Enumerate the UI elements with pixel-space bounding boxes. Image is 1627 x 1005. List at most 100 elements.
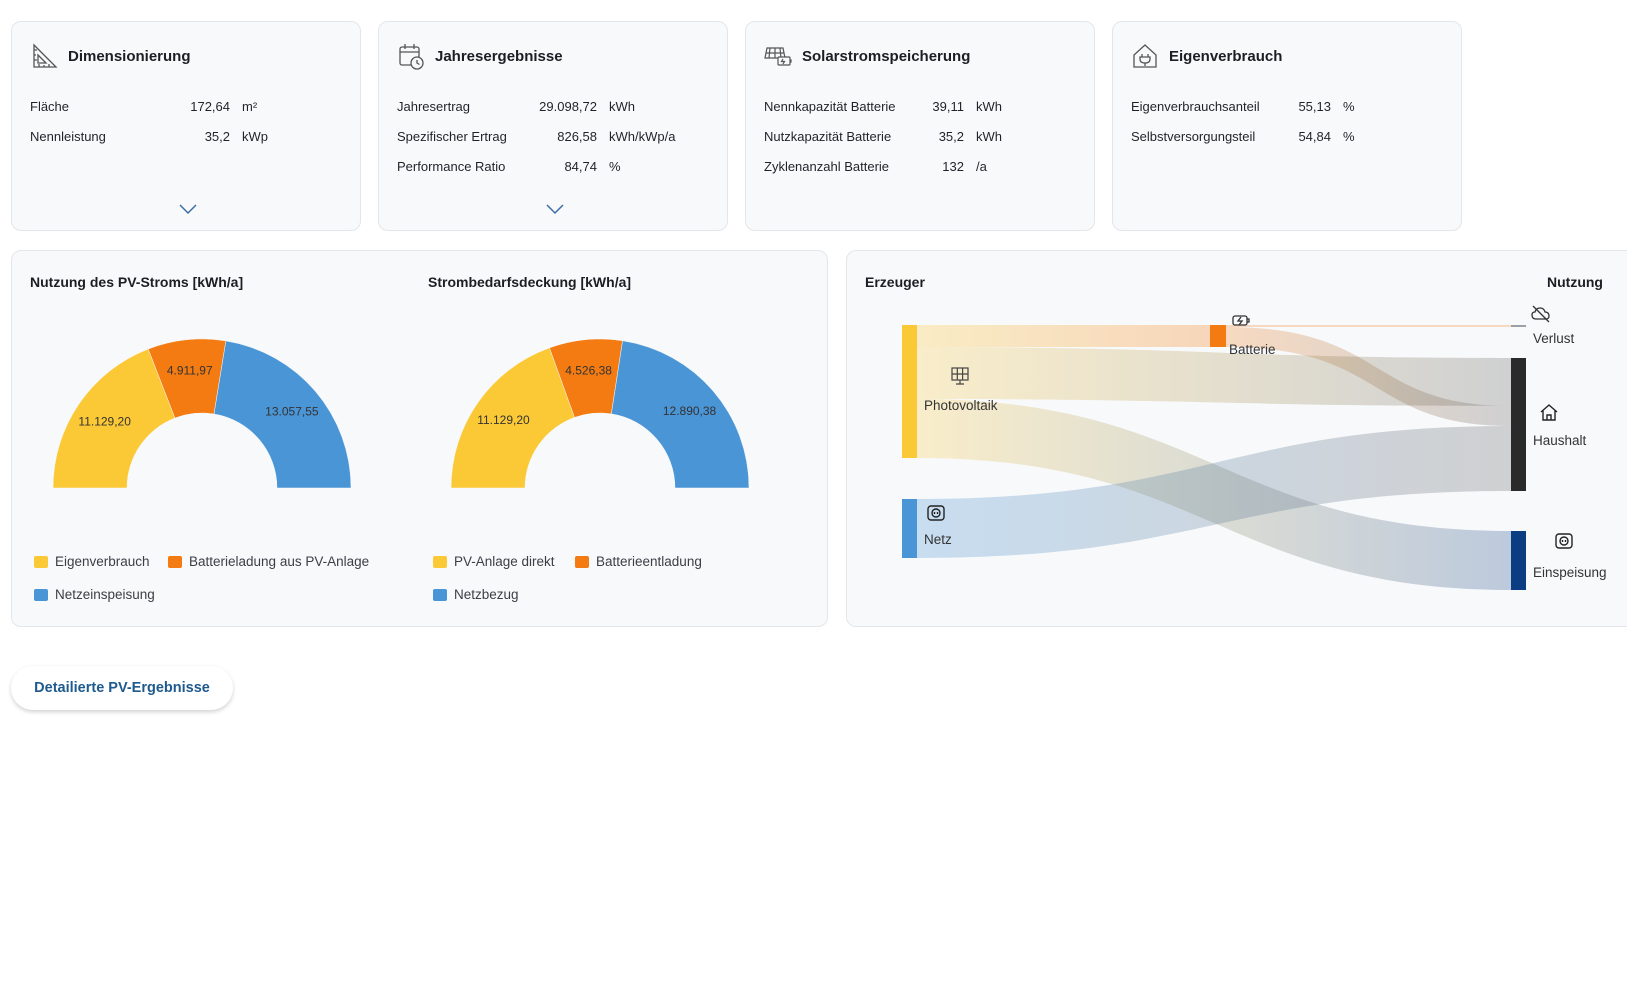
card-title: Eigenverbrauch — [1169, 47, 1283, 65]
demand-coverage-slice-label-3: 12.890,38 — [663, 404, 717, 418]
node-bar-verlust — [1511, 325, 1526, 327]
detailed-results-button[interactable]: Detailierte PV-Ergebnisse — [11, 666, 233, 710]
pv-usage-slice-label-1: 11.129,20 — [78, 414, 131, 428]
solar-battery-icon — [764, 47, 792, 66]
card-solarstromspeicherung: Solarstromspeicherung Nennkapazität Batt… — [745, 21, 1095, 231]
node-label-verlust: Verlust — [1533, 331, 1575, 346]
kpi-value: 826,58 — [557, 129, 597, 144]
kpi-label: Nennkapazität Batterie — [764, 99, 896, 114]
kpi-label: Nutzkapazität Batterie — [764, 129, 892, 144]
pv-usage-slice-1[interactable] — [52, 348, 176, 489]
flow-pv-to-household — [917, 347, 1511, 406]
legend-item[interactable]: Eigenverbrauch — [34, 554, 150, 569]
pv-usage-slice-label-3: 13.057,55 — [265, 405, 319, 419]
card-title: Jahresergebnisse — [435, 47, 563, 65]
legend-swatch — [168, 555, 182, 568]
node-bar-einspeisung — [1511, 531, 1526, 590]
chevron-down-icon[interactable] — [545, 202, 565, 216]
kpi-row: Nennkapazität Batterie 39,11 kWh — [764, 99, 1084, 117]
node-label-netz: Netz — [924, 532, 952, 547]
kpi-value: 132 — [942, 159, 964, 174]
kpi-value: 55,13 — [1298, 99, 1331, 114]
kpi-row: Eigenverbrauchsanteil 55,13 % — [1131, 99, 1451, 117]
ruler-triangle-icon — [33, 43, 58, 68]
kpi-row: Zyklenanzahl Batterie 132 /a — [764, 159, 1084, 177]
demand-coverage-slice-label-1: 11.129,20 — [477, 413, 530, 427]
kpi-row: Nennleistung 35,2 kWp — [30, 129, 350, 147]
kpi-row: Fläche 172,64 m² — [30, 99, 350, 117]
right-chart-title: Strombedarfsdeckung [kWh/a] — [428, 274, 632, 290]
legend-label: Batterieentladung — [596, 554, 702, 569]
kpi-value: 172,64 — [190, 99, 230, 114]
kpi-label: Zyklenanzahl Batterie — [764, 159, 890, 174]
node-bar-batterie — [1210, 325, 1226, 347]
card-header: Jahresergebnisse — [397, 42, 563, 70]
card-header: Dimensionierung — [30, 42, 191, 70]
node-bar-photovoltaik — [902, 325, 917, 458]
legend-swatch — [575, 555, 589, 568]
card-eigenverbrauch: Eigenverbrauch Eigenverbrauchsanteil 55,… — [1112, 21, 1462, 231]
kpi-unit: kWh/kWp/a — [609, 129, 676, 144]
demand-coverage-slice-3[interactable] — [611, 340, 750, 489]
pv-charts-panel: Nutzung des PV-Stroms [kWh/a] Strombedar… — [11, 250, 828, 627]
kpi-row: Spezifischer Ertrag 826,58 kWh/kWp/a — [397, 129, 717, 147]
usage-header: Nutzung — [1547, 274, 1603, 290]
legend-label: Eigenverbrauch — [55, 554, 150, 569]
kpi-label: Spezifischer Ertrag — [397, 129, 507, 144]
card-title: Dimensionierung — [68, 47, 191, 65]
node-bar-haushalt — [1511, 358, 1526, 491]
house-icon — [1540, 404, 1558, 421]
producer-header: Erzeuger — [865, 274, 925, 290]
legend-swatch — [34, 555, 48, 568]
legend-label: Batterieladung aus PV-Anlage — [189, 554, 370, 569]
pv-usage-slice-label-2: 4.911,97 — [167, 364, 213, 378]
kpi-row: Nutzkapazität Batterie 35,2 kWh — [764, 129, 1084, 147]
kpi-unit: kWh — [976, 129, 1002, 144]
demand-coverage-slice-label-2: 4.526,38 — [565, 364, 612, 378]
flow-pv-to-battery — [917, 325, 1210, 347]
kpi-row: Jahresertrag 29.098,72 kWh — [397, 99, 717, 117]
kpi-value: 54,84 — [1298, 129, 1331, 144]
kpi-label: Nennleistung — [30, 129, 106, 144]
kpi-value: 84,74 — [564, 159, 597, 174]
legend-item[interactable]: PV-Anlage direkt — [433, 554, 555, 569]
flow-grid-to-household — [917, 426, 1511, 558]
feedin-socket-icon — [1555, 533, 1573, 549]
pv-usage-slice-3[interactable] — [213, 340, 352, 489]
legend-label: Netzbezug — [454, 587, 519, 602]
kpi-unit: kWp — [242, 129, 268, 144]
battery-charge-icon — [1232, 315, 1250, 326]
card-title: Solarstromspeicherung — [802, 47, 971, 65]
legend-label: Netzeinspeisung — [55, 587, 155, 602]
kpi-unit: % — [1343, 99, 1355, 114]
energy-flow-panel: Erzeuger Nutzung — [846, 250, 1627, 627]
node-label-batterie: Batterie — [1229, 342, 1276, 357]
demand-coverage-slice-1[interactable] — [450, 347, 575, 489]
demand-coverage-gauge: 11.129,20 4.526,38 12.890,38 — [450, 338, 750, 489]
legend-item[interactable]: Netzeinspeisung — [34, 587, 155, 602]
kpi-unit: kWh — [976, 99, 1002, 114]
kpi-value: 35,2 — [204, 129, 230, 144]
kpi-label: Eigenverbrauchsanteil — [1131, 99, 1260, 114]
flow-battery-to-loss — [1226, 325, 1511, 327]
card-jahresergebnisse: Jahresergebnisse Jahresertrag 29.098,72 … — [378, 21, 728, 231]
legend-swatch — [433, 588, 447, 601]
kpi-unit: kWh — [609, 99, 635, 114]
kpi-row: Selbstversorgungsteil 54,84 % — [1131, 129, 1451, 147]
legend-item[interactable]: Batterieladung aus PV-Anlage — [168, 554, 369, 569]
kpi-label: Performance Ratio — [397, 159, 506, 174]
solar-panel-icon — [951, 367, 969, 385]
chevron-down-icon[interactable] — [178, 202, 198, 216]
legend-item[interactable]: Netzbezug — [433, 587, 519, 602]
legend-item[interactable]: Batterieentladung — [575, 554, 702, 569]
house-plug-icon — [1133, 44, 1157, 68]
calendar-clock-icon — [399, 44, 424, 70]
legend-label: PV-Anlage direkt — [454, 554, 555, 569]
kpi-row: Performance Ratio 84,74 % — [397, 159, 717, 177]
node-label-haushalt: Haushalt — [1533, 433, 1587, 448]
kpi-label: Selbstversorgungsteil — [1131, 129, 1256, 144]
grid-socket-icon — [927, 505, 945, 521]
card-dimensionierung: Dimensionierung Fläche 172,64 m² Nennlei… — [11, 21, 361, 231]
card-header: Solarstromspeicherung — [764, 42, 970, 70]
kpi-unit: /a — [976, 159, 987, 174]
